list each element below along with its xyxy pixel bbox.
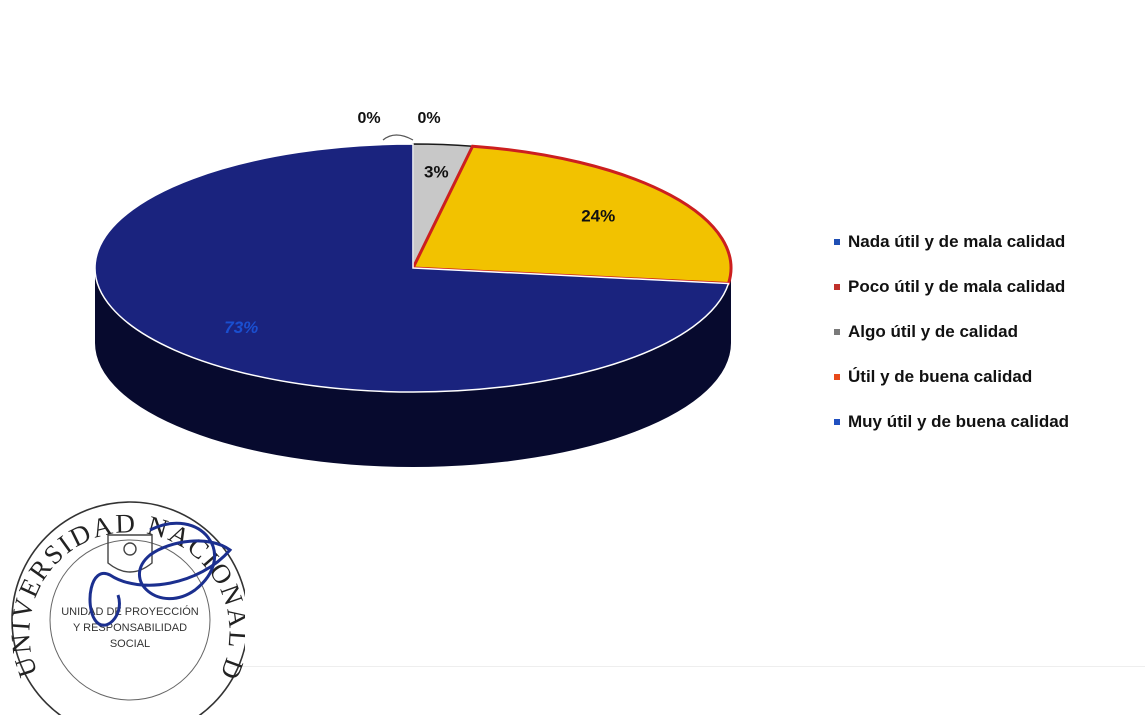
legend-marker (834, 419, 840, 425)
seal-line-2: Y RESPONSABILIDAD (73, 622, 187, 634)
legend: Nada útil y de mala calidad Poco útil y … (834, 228, 1069, 436)
data-label-muy-util: 73% (224, 318, 258, 337)
legend-marker (834, 284, 840, 290)
legend-item-poco-util: Poco útil y de mala calidad (834, 273, 1069, 301)
pie-side-wall (95, 268, 731, 467)
legend-label: Muy útil y de buena calidad (848, 412, 1070, 431)
pie-slice-util-y-de-buena-calidad (410, 144, 733, 286)
divider-line (230, 666, 1145, 667)
seal-line-3: SOCIAL (110, 638, 150, 650)
university-seal-stamp: UNIVERSIDAD NACIONAL DE FRONTERA UNIDAD … (0, 495, 245, 715)
data-label-util: 24% (581, 206, 615, 225)
legend-item-nada-util: Nada útil y de mala calidad (834, 228, 1069, 256)
seal-arc-text: UNIVERSIDAD NACIONAL DE FRONTERA (0, 495, 245, 685)
legend-marker (834, 374, 840, 380)
legend-marker (834, 329, 840, 335)
pie-slice-muy-util-y-de-buena-calidad (94, 143, 730, 393)
legend-label: Útil y de buena calidad (848, 367, 1033, 386)
pie-depth (95, 268, 731, 467)
legend-item-muy-util: Muy útil y de buena calidad (834, 408, 1069, 436)
legend-item-util: Útil y de buena calidad (834, 363, 1069, 391)
pie-labels: 0% 0% 3% 24% 73% (224, 110, 615, 337)
legend-item-algo-util: Algo útil y de calidad (834, 318, 1069, 346)
leader-line (382, 134, 414, 141)
svg-text:UNIVERSIDAD NACIONAL DE FRONTE: UNIVERSIDAD NACIONAL DE FRONTERA (0, 495, 245, 685)
legend-label: Algo útil y de calidad (848, 322, 1019, 341)
legend-label: Nada útil y de mala calidad (848, 232, 1066, 251)
legend-label: Poco útil y de mala calidad (848, 277, 1066, 296)
seal-emblem-icon (107, 534, 153, 573)
data-label-algo-util: 3% (424, 163, 449, 182)
handwritten-signature (88, 521, 233, 627)
pie-slices (94, 143, 733, 393)
data-label-poco-util: 0% (417, 110, 440, 127)
data-label-nada-util: 0% (357, 110, 380, 127)
legend-marker (834, 239, 840, 245)
seal-line-1: UNIDAD DE PROYECCIÓN (61, 605, 199, 618)
